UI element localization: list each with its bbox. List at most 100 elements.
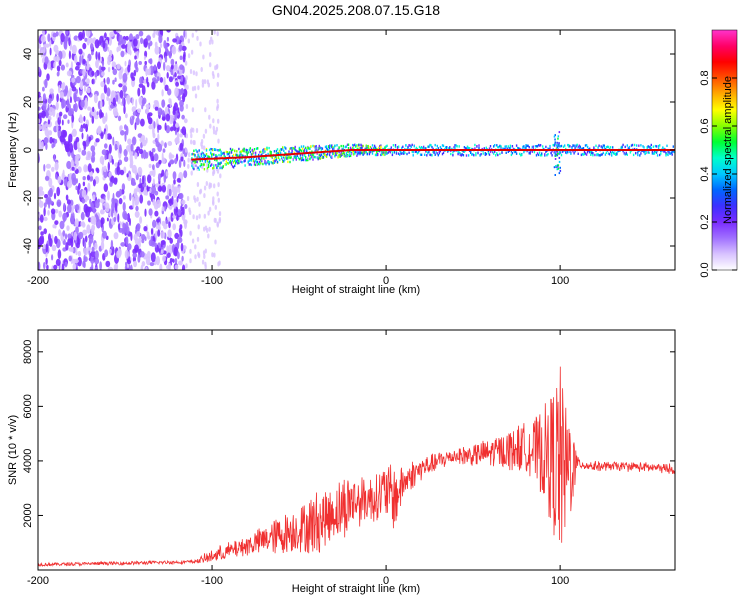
carrier-cell [586, 145, 589, 149]
carrier-cell [382, 151, 384, 154]
carrier-cell [294, 154, 296, 158]
noise-cell [92, 194, 96, 200]
carrier-cell [265, 163, 267, 166]
noise-cell [38, 112, 44, 118]
carrier-cell [570, 152, 572, 155]
carrier-cell [472, 153, 474, 156]
noise-cell [80, 211, 85, 221]
carrier-cell [245, 150, 247, 154]
carrier-cell [602, 151, 604, 155]
noise-cell [118, 83, 123, 88]
carrier-cell [256, 147, 259, 150]
noise-cell [208, 114, 211, 120]
carrier-cell [624, 153, 626, 156]
noise-cell [134, 210, 140, 218]
colorbar: 0.00.20.40.60.8 Normalized spectral ampl… [699, 29, 738, 278]
noise-cell [91, 150, 96, 157]
carrier-cell [604, 153, 607, 156]
noise-cell [107, 190, 110, 201]
noise-cell [71, 247, 74, 253]
noise-cell [177, 208, 181, 216]
noise-cell [181, 45, 187, 52]
carrier-cell [235, 159, 237, 162]
carrier-cell [514, 150, 517, 153]
carrier-cell [521, 153, 523, 157]
spike-cell [555, 154, 557, 157]
noise-cell [71, 44, 77, 55]
carrier-cell [331, 145, 333, 149]
carrier-cell [262, 162, 264, 166]
spike-cell [554, 143, 556, 146]
noise-cell [38, 140, 42, 149]
carrier-cell [496, 144, 498, 147]
carrier-cell [625, 151, 627, 155]
carrier-cell [221, 152, 223, 156]
noise-cell [44, 43, 50, 48]
noise-cell [212, 125, 215, 131]
carrier-cell [260, 162, 262, 165]
carrier-cell [385, 145, 387, 148]
spike-cell [554, 138, 556, 141]
carrier-cell [673, 150, 675, 154]
noise-cell [183, 159, 186, 167]
carrier-cell [387, 151, 389, 154]
noise-cell [69, 87, 72, 98]
noise-cell [192, 70, 196, 76]
carrier-cell [509, 146, 512, 150]
carrier-cell [505, 145, 507, 148]
noise-cell [120, 50, 125, 58]
carrier-cell [300, 157, 303, 160]
noise-cell [175, 81, 180, 87]
carrier-cell [211, 163, 213, 166]
carrier-cell [448, 147, 450, 150]
noise-cell [75, 65, 80, 71]
carrier-cell [325, 145, 328, 148]
noise-cell [95, 59, 99, 69]
noise-cell [178, 192, 184, 200]
noise-cell [147, 174, 152, 184]
noise-cell [85, 30, 91, 38]
carrier-cell [528, 146, 530, 149]
noise-cell [119, 125, 123, 131]
carrier-cell [410, 145, 412, 149]
carrier-cell [346, 150, 349, 153]
carrier-cell [302, 145, 305, 148]
carrier-cell [461, 153, 463, 156]
carrier-cell [361, 146, 363, 149]
noise-cell [189, 128, 193, 134]
carrier-cell [325, 155, 328, 158]
carrier-cell [470, 151, 472, 154]
noise-cell [74, 218, 79, 228]
noise-cell [140, 118, 145, 127]
carrier-cell [276, 152, 279, 155]
carrier-cell [320, 153, 322, 156]
noise-cell [164, 142, 167, 149]
noise-cell [46, 73, 50, 81]
noise-cell [121, 39, 127, 45]
noise-cell [150, 252, 156, 263]
carrier-cell [239, 151, 241, 154]
carrier-cell [466, 145, 469, 148]
carrier-cell [298, 150, 301, 153]
noise-cell [132, 136, 137, 146]
noise-cell [78, 31, 84, 41]
noise-cell [159, 263, 163, 270]
carrier-cell [238, 161, 240, 165]
carrier-cell [668, 151, 670, 154]
noise-cell [184, 221, 187, 229]
carrier-cell [217, 164, 219, 167]
noise-cell [67, 233, 72, 239]
carrier-cell [251, 152, 254, 155]
noise-cell [202, 54, 205, 60]
noise-cell [62, 114, 68, 120]
noise-cell [204, 225, 208, 231]
top-y-axis-label: Frequency (Hz) [7, 112, 19, 188]
carrier-cell [267, 161, 269, 164]
carrier-cell [240, 160, 242, 163]
noise-cell [104, 249, 109, 257]
noise-cell [184, 147, 188, 153]
carrier-cell [655, 145, 658, 148]
carrier-cell [652, 145, 655, 148]
carrier-cell [421, 146, 424, 150]
carrier-cell [506, 147, 508, 150]
